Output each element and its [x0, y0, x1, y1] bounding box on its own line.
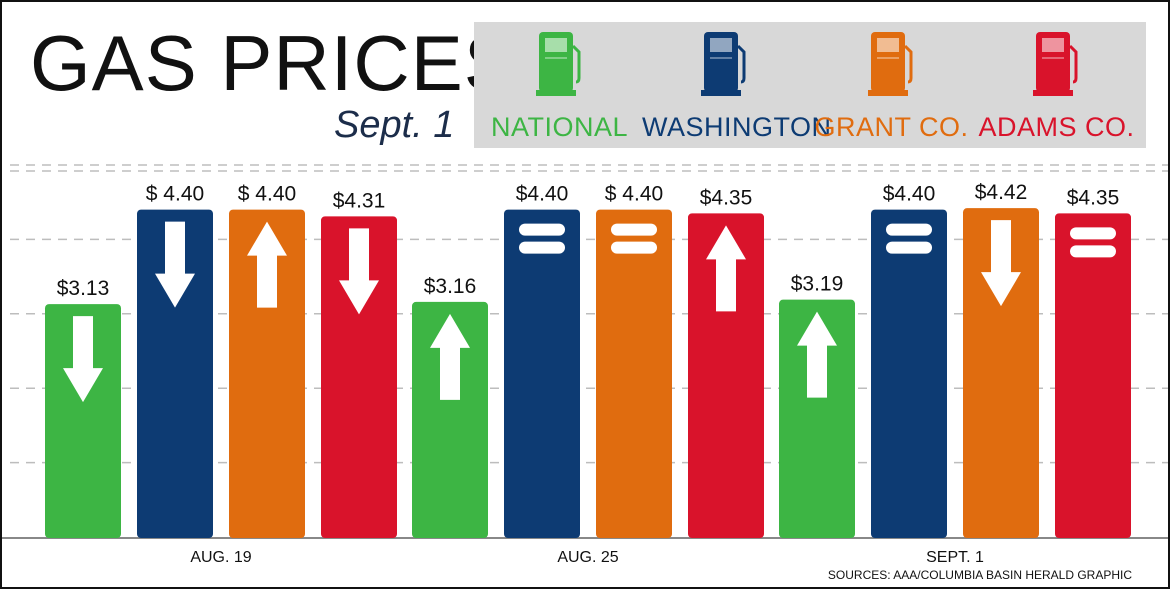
bar — [45, 304, 121, 538]
gas-pump-icon — [700, 32, 745, 96]
bar — [1055, 213, 1131, 539]
bar-group: $ 4.40 — [137, 183, 213, 538]
equals-icon — [611, 241, 657, 254]
arrow-down-icon — [155, 221, 195, 308]
legend-label: WASHINGTON — [642, 112, 832, 142]
legend-item-national: NATIONAL — [477, 30, 642, 148]
legend-item-adams-co: ADAMS CO. — [974, 30, 1139, 148]
arrow-up-icon — [706, 225, 746, 312]
data-label: $3.13 — [57, 277, 110, 300]
gas-pump-icon — [867, 32, 912, 96]
legend-item-grant-co: GRANT CO. — [809, 30, 974, 148]
bar-group: $4.40 — [871, 183, 947, 538]
data-label: $4.35 — [1067, 186, 1120, 209]
bar — [321, 216, 397, 538]
bar-group: $4.42 — [963, 181, 1039, 539]
data-label: $ 4.40 — [605, 183, 663, 206]
data-label: $3.19 — [791, 273, 844, 296]
equals-icon — [886, 241, 932, 254]
legend-label: NATIONAL — [490, 112, 629, 142]
bar — [504, 209, 580, 538]
equals-icon — [1070, 245, 1116, 258]
bar — [688, 213, 764, 539]
gas-pump-icon — [535, 32, 580, 96]
equals-icon — [519, 241, 565, 254]
x-tick-label: AUG. 19 — [190, 549, 251, 566]
bar-group: $4.35 — [688, 186, 764, 539]
legend-label: ADAMS CO. — [978, 112, 1135, 142]
arrow-up-icon — [797, 311, 837, 398]
legend: NATIONAL WASHINGTON GRANT CO. ADAMS CO. — [474, 22, 1146, 148]
bar — [412, 301, 488, 538]
equals-icon — [611, 223, 657, 236]
data-label: $ 4.40 — [238, 183, 296, 206]
page-title: GAS PRICES — [30, 19, 517, 107]
bar — [229, 209, 305, 538]
arrow-down-icon — [981, 220, 1021, 307]
bar-group: $4.35 — [1055, 186, 1131, 539]
bar-group: $ 4.40 — [229, 183, 305, 538]
equals-icon — [1070, 227, 1116, 240]
legend-item-washington: WASHINGTON — [642, 30, 832, 148]
data-label: $4.31 — [333, 189, 386, 212]
legend-label: GRANT CO. — [814, 112, 969, 142]
equals-icon — [886, 223, 932, 236]
data-label: $4.42 — [975, 181, 1028, 204]
bar-group: $3.13 — [45, 277, 121, 538]
data-label: $ 4.40 — [146, 183, 204, 206]
bar — [137, 209, 213, 538]
data-label: $3.16 — [424, 275, 477, 298]
arrow-up-icon — [247, 221, 287, 308]
bar-group: $3.16 — [412, 275, 488, 538]
x-tick-label: SEPT. 1 — [926, 549, 984, 566]
equals-icon — [519, 223, 565, 236]
arrow-down-icon — [339, 228, 379, 315]
bar — [871, 209, 947, 538]
bar-group: $4.40 — [504, 183, 580, 538]
bar — [963, 208, 1039, 539]
data-label: $4.40 — [883, 183, 936, 206]
arrow-up-icon — [430, 313, 470, 400]
bar — [779, 299, 855, 538]
data-label: $4.35 — [700, 186, 753, 209]
x-tick-label: AUG. 25 — [557, 549, 618, 566]
bar-group: $ 4.40 — [596, 183, 672, 538]
bar-group: $3.19 — [779, 273, 855, 538]
bar-group: $4.31 — [321, 189, 397, 538]
source-note: SOURCES: AAA/COLUMBIA BASIN HERALD GRAPH… — [827, 568, 1132, 582]
arrow-down-icon — [63, 316, 103, 403]
page-subtitle: Sept. 1 — [334, 104, 455, 146]
data-label: $4.40 — [516, 183, 569, 206]
gas-pump-icon — [1032, 32, 1077, 96]
bar — [596, 209, 672, 538]
